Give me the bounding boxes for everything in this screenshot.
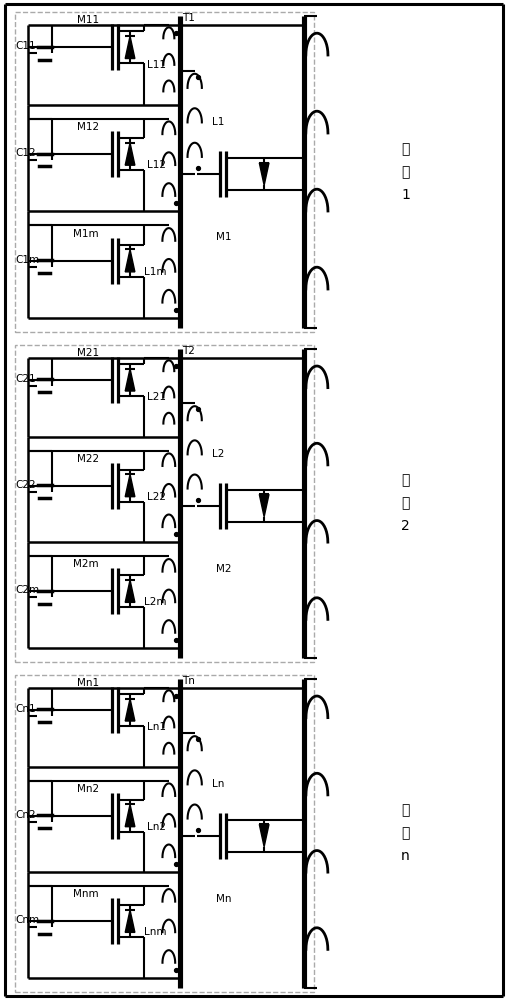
Text: L2: L2 <box>212 449 225 459</box>
Text: C2m: C2m <box>16 585 40 595</box>
Text: C12: C12 <box>16 148 37 158</box>
Text: L2m: L2m <box>144 597 166 607</box>
Text: T2: T2 <box>182 346 195 356</box>
Bar <box>15 675 314 992</box>
Text: Ln2: Ln2 <box>148 822 166 832</box>
Polygon shape <box>125 143 135 165</box>
Text: L12: L12 <box>148 160 166 170</box>
Text: M22: M22 <box>77 454 99 464</box>
Text: M1m: M1m <box>73 229 99 239</box>
Text: 模
组
2: 模 组 2 <box>401 474 410 533</box>
Text: Cn1: Cn1 <box>16 704 37 714</box>
Text: Ln1: Ln1 <box>148 722 166 732</box>
Text: M2m: M2m <box>73 559 99 569</box>
Text: M21: M21 <box>77 348 99 358</box>
Polygon shape <box>259 494 269 517</box>
Text: L1m: L1m <box>144 267 166 277</box>
Text: M2: M2 <box>216 564 232 574</box>
Text: Mn: Mn <box>216 894 232 904</box>
Text: M1: M1 <box>216 232 232 242</box>
Text: 模
组
n: 模 组 n <box>401 804 410 863</box>
Text: Mn1: Mn1 <box>77 678 99 688</box>
Polygon shape <box>259 163 269 185</box>
Polygon shape <box>125 474 135 497</box>
Text: L1: L1 <box>212 117 225 127</box>
Text: Tn: Tn <box>182 676 195 686</box>
Text: Cn2: Cn2 <box>16 810 37 820</box>
Text: Mnm: Mnm <box>73 889 99 899</box>
Polygon shape <box>125 699 135 721</box>
Bar <box>15 12 314 332</box>
Text: C11: C11 <box>16 41 37 51</box>
Text: Lnm: Lnm <box>144 927 166 937</box>
Polygon shape <box>259 824 269 847</box>
Text: Ln: Ln <box>212 779 225 789</box>
Text: M12: M12 <box>77 122 99 132</box>
Text: L22: L22 <box>148 491 166 502</box>
Text: C21: C21 <box>16 374 37 384</box>
Text: 模
组
1: 模 组 1 <box>401 142 410 202</box>
Polygon shape <box>125 910 135 932</box>
Bar <box>15 345 314 662</box>
Text: T1: T1 <box>182 13 195 23</box>
Text: C1m: C1m <box>16 255 40 265</box>
Text: M11: M11 <box>77 15 99 25</box>
Text: Mn2: Mn2 <box>77 784 99 794</box>
Text: C22: C22 <box>16 480 37 490</box>
Text: Cnm: Cnm <box>16 915 40 925</box>
Polygon shape <box>125 36 135 59</box>
Polygon shape <box>125 249 135 272</box>
Text: L11: L11 <box>148 60 166 70</box>
Polygon shape <box>125 369 135 391</box>
Polygon shape <box>125 804 135 827</box>
Text: L21: L21 <box>148 392 166 402</box>
Polygon shape <box>125 580 135 602</box>
